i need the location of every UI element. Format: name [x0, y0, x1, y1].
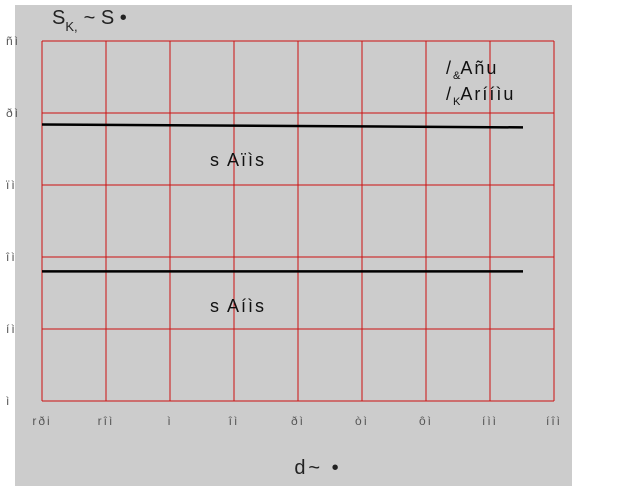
- y-tick-label: ì: [6, 394, 11, 408]
- y-tick-label: íì: [6, 322, 17, 336]
- x-tick-label: rîì: [98, 414, 115, 428]
- grid: [41, 40, 555, 402]
- y-tick-label: ðì: [6, 106, 20, 120]
- y-tick-label: îì: [5, 250, 17, 264]
- y-ticks: ñì ðì ïì îì íì ì: [5, 34, 20, 408]
- x-tick-label: ì: [167, 414, 172, 428]
- series-line-1: [41, 123, 524, 129]
- x-tick-label: ôì: [419, 414, 433, 428]
- x-tick-label: íîì: [546, 414, 562, 428]
- y-tick-label: ñì: [6, 34, 20, 48]
- annotation-lower: s Aíìs: [210, 296, 266, 316]
- y-tick-label: ïì: [6, 178, 17, 192]
- legend-entry-1: /&Añu: [446, 58, 498, 82]
- x-tick-label: íìì: [482, 414, 498, 428]
- x-tick-label: òì: [355, 414, 369, 428]
- series-group: [41, 123, 524, 273]
- legend: /&Añu /KArííìu: [446, 58, 515, 108]
- x-ticks: rði rîì ì îì ðì òì ôì íìì íîì: [32, 414, 562, 428]
- x-axis-label: d~ •: [294, 457, 341, 479]
- plot-background: [15, 5, 572, 486]
- y-axis-label: SK, ~ S •: [52, 7, 127, 34]
- annotation-upper: s Aïìs: [210, 150, 266, 170]
- x-tick-label: rði: [32, 414, 51, 428]
- x-tick-label: îì: [228, 414, 240, 428]
- x-tick-label: ðì: [291, 414, 305, 428]
- legend-entry-2: /KArííìu: [446, 84, 515, 108]
